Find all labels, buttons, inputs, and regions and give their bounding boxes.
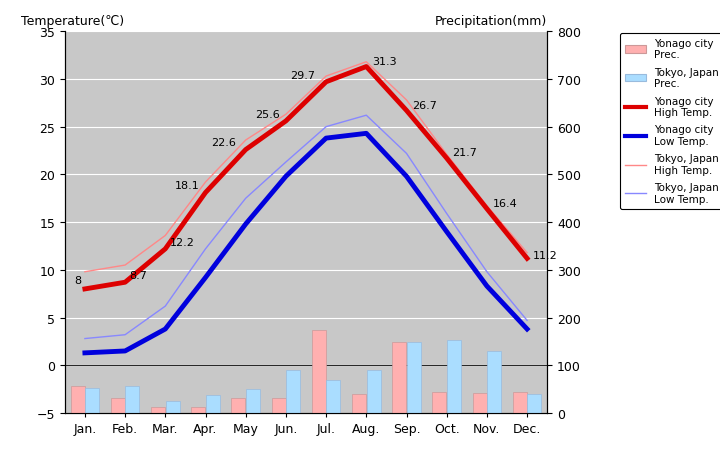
Bar [85,388,99,413]
Text: 22.6: 22.6 [211,138,236,148]
Bar [527,395,541,413]
Text: 8.7: 8.7 [130,270,147,280]
Bar [447,341,461,413]
Text: 25.6: 25.6 [256,110,280,119]
Bar [111,398,125,413]
Bar [151,408,165,413]
Bar [433,392,446,413]
Bar [166,401,179,413]
Bar [231,398,246,413]
Text: 18.1: 18.1 [175,181,199,191]
Bar [513,392,527,413]
Text: 26.7: 26.7 [412,101,437,111]
Bar [125,386,140,413]
Text: 16.4: 16.4 [492,199,517,208]
Text: 29.7: 29.7 [290,71,315,80]
Bar [366,370,381,413]
Text: 31.3: 31.3 [372,56,397,67]
Bar [286,370,300,413]
Bar [246,389,260,413]
Bar [71,386,85,413]
Text: 11.2: 11.2 [533,251,557,261]
Text: Temperature(℃): Temperature(℃) [22,15,125,28]
Bar [271,398,286,413]
Text: Precipitation(mm): Precipitation(mm) [435,15,547,28]
Text: 12.2: 12.2 [169,237,194,247]
Bar [352,394,366,413]
Bar [326,380,341,413]
Text: 21.7: 21.7 [452,148,477,158]
Bar [472,393,487,413]
Legend: Yonago city
Prec., Tokyo, Japan
Prec., Yonago city
High Temp., Yonago city
Low T: Yonago city Prec., Tokyo, Japan Prec., Y… [620,34,720,210]
Bar [487,351,501,413]
Bar [192,408,205,413]
Bar [407,342,420,413]
Bar [206,395,220,413]
Bar [312,331,326,413]
Text: 8: 8 [73,276,81,286]
Bar [392,342,406,413]
